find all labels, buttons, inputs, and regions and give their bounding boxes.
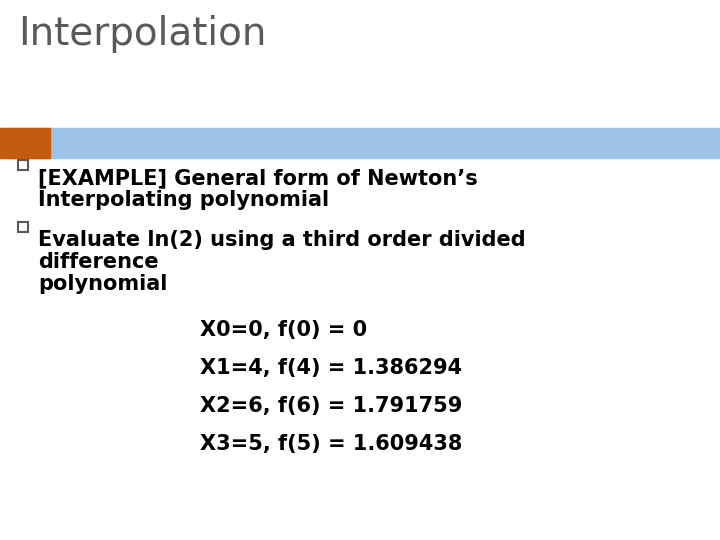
Bar — [0, 128, 720, 158]
Text: X1=4, f(4) = 1.386294: X1=4, f(4) = 1.386294 — [200, 358, 462, 378]
Bar — [18, 160, 28, 170]
Text: X2=6, f(6) = 1.791759: X2=6, f(6) = 1.791759 — [200, 396, 462, 416]
Text: polynomial: polynomial — [38, 274, 167, 294]
Text: X0=0, f(0) = 0: X0=0, f(0) = 0 — [200, 320, 367, 340]
Text: X3=5, f(5) = 1.609438: X3=5, f(5) = 1.609438 — [200, 434, 462, 454]
Text: difference: difference — [38, 252, 158, 272]
Bar — [18, 222, 28, 232]
Text: Interpolating polynomial: Interpolating polynomial — [38, 190, 329, 210]
Text: Interpolation: Interpolation — [18, 15, 266, 53]
Text: [EXAMPLE] General form of Newton’s: [EXAMPLE] General form of Newton’s — [38, 168, 478, 188]
Text: Evaluate ln(2) using a third order divided: Evaluate ln(2) using a third order divid… — [38, 230, 526, 250]
Bar — [0, 128, 50, 158]
